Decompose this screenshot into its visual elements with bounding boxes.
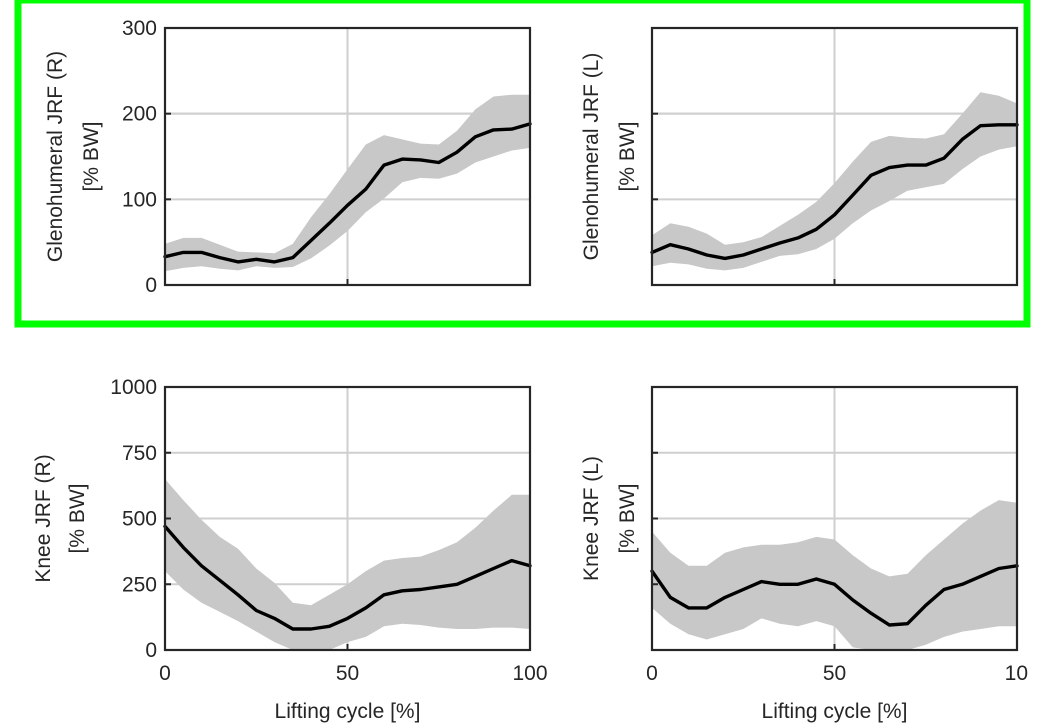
x-tick-label: 50 xyxy=(336,662,359,685)
x-tick-label: 100 xyxy=(512,662,547,685)
y-tick-label: 250 xyxy=(122,573,157,596)
y-axis-unit: [% BW] xyxy=(80,121,103,191)
panel-knee-right: 0 250 500 750 1000 0 50 100 Knee JRF (R) [% BW] Li… xyxy=(32,376,548,723)
y-tick-label: 0 xyxy=(145,639,157,662)
y-axis-label: Glenohumeral JRF (L) xyxy=(580,53,603,261)
panel-glenohumeral-right: 0 100 200 300 Glenohumeral JRF (R) [% BW] xyxy=(44,17,532,297)
mean-line xyxy=(163,524,532,631)
y-tick-label: 750 xyxy=(122,442,157,465)
y-axis-unit: [% BW] xyxy=(66,483,89,553)
x-tick-label: 50 xyxy=(823,662,846,685)
sd-band xyxy=(652,92,1017,271)
y-tick-label: 300 xyxy=(122,17,157,40)
y-tick-label: 100 xyxy=(122,188,157,211)
sd-band xyxy=(165,94,530,272)
highlight-box xyxy=(14,0,1031,328)
panel-knee-left: 0 50 10 Knee JRF (L) [% BW] Lifting cycle [%] xyxy=(580,385,1028,723)
mean-line xyxy=(163,122,532,264)
y-tick-label: 1000 xyxy=(110,376,157,399)
panel-glenohumeral-left: Glenohumeral JRF (L) [% BW] xyxy=(580,26,1019,287)
mean-line xyxy=(650,564,1019,627)
sd-band xyxy=(652,500,1017,650)
y-axis-unit: [% BW] xyxy=(616,483,639,553)
mean-line xyxy=(650,123,1019,261)
x-tick-label: 10 xyxy=(1005,662,1028,685)
y-axis-label: Knee JRF (L) xyxy=(580,456,603,581)
y-axis-unit: [% BW] xyxy=(616,121,639,191)
y-axis-label: Glenohumeral JRF (R) xyxy=(44,51,67,262)
y-axis-label: Knee JRF (R) xyxy=(32,454,55,582)
y-tick-label: 0 xyxy=(145,274,157,297)
sd-band xyxy=(165,479,530,650)
x-axis-label: Lifting cycle [%] xyxy=(275,700,421,723)
y-tick-label: 200 xyxy=(122,103,157,126)
x-tick-label: 0 xyxy=(159,662,171,685)
y-tick-label: 500 xyxy=(122,508,157,531)
x-tick-label: 0 xyxy=(646,662,658,685)
x-axis-label: Lifting cycle [%] xyxy=(762,700,908,723)
